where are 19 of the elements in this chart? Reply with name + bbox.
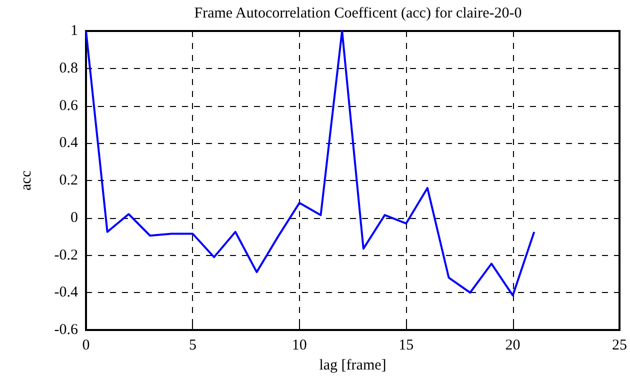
y-axis-title: acc xyxy=(18,170,34,190)
y-tick-label: 0.4 xyxy=(59,135,78,152)
y-tick-label: 0.6 xyxy=(59,98,78,114)
y-tick-label: -0.6 xyxy=(54,322,78,338)
x-tick-label: 15 xyxy=(398,338,414,354)
chart-title: Frame Autocorrelation Coefficent (acc) for claire-20-0 xyxy=(194,6,522,22)
y-tick-label: -0.4 xyxy=(54,284,78,301)
y-tick-label: 1 xyxy=(70,23,78,39)
x-tick-label: 5 xyxy=(188,338,196,354)
x-tick-label: 20 xyxy=(505,338,520,354)
y-tick-label: 0 xyxy=(70,210,78,226)
x-tick-label: 0 xyxy=(82,338,90,354)
x-tick-label: 25 xyxy=(612,338,627,354)
x-tick-label: 10 xyxy=(292,338,307,354)
line-series xyxy=(85,30,536,296)
y-tick-label: 0.8 xyxy=(59,60,78,76)
x-axis-title: lag [frame] xyxy=(319,358,386,374)
y-tick-label: -0.2 xyxy=(54,247,78,264)
y-tick-label: 0.2 xyxy=(59,172,78,188)
